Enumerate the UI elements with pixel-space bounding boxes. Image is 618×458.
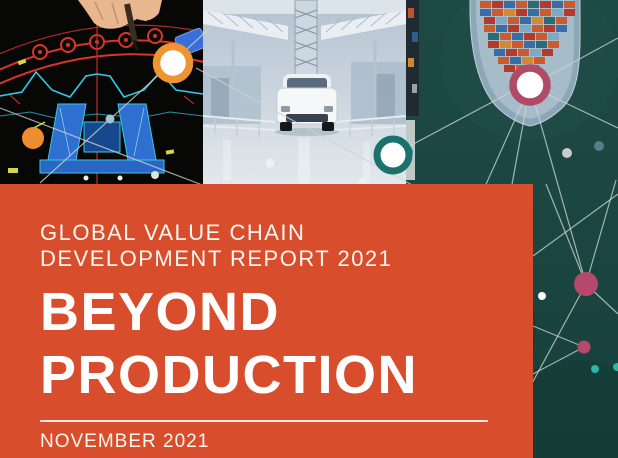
report-title-line-2: PRODUCTION	[40, 345, 418, 405]
report-title-line-1: BEYOND	[40, 282, 281, 342]
photo-panel-cad-drawing	[0, 0, 203, 184]
car-body	[275, 74, 339, 136]
factory-graphic	[203, 0, 406, 184]
title-box: GLOBAL VALUE CHAIN DEVELOPMENT REPORT 20…	[0, 184, 533, 458]
photo-panel-car-factory	[203, 0, 406, 184]
report-series-line-1: GLOBAL VALUE CHAIN	[40, 220, 306, 245]
report-date: NOVEMBER 2021	[40, 431, 210, 452]
title-underline	[40, 420, 488, 422]
cad-drawing-graphic	[0, 0, 203, 184]
report-series-line-2: DEVELOPMENT REPORT 2021	[40, 246, 393, 271]
